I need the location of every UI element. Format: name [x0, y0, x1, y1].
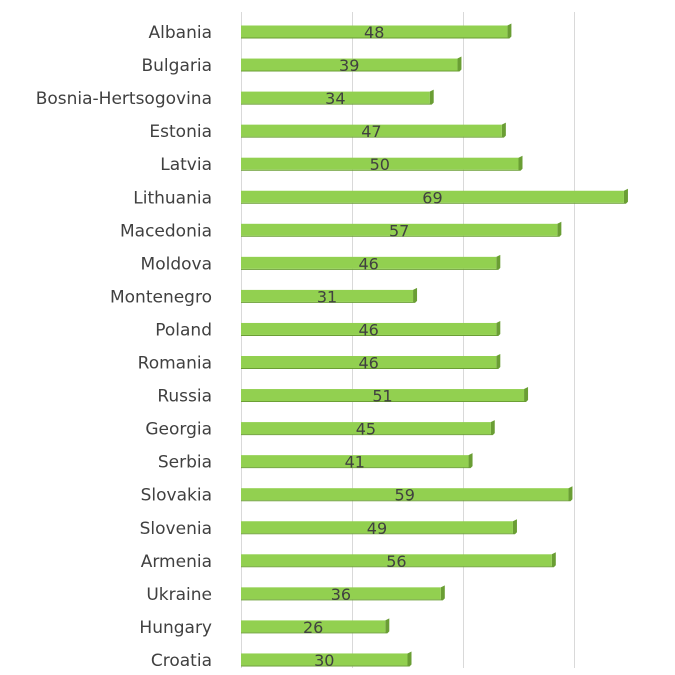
- category-label: Ukraine: [146, 585, 212, 605]
- bar: [241, 122, 506, 138]
- data-label: 48: [364, 23, 384, 42]
- data-label: 46: [358, 320, 378, 339]
- bar-face: [241, 488, 569, 501]
- bar-face: [241, 422, 491, 435]
- category-label: Russia: [157, 387, 212, 407]
- data-labels: 48 39 34 47 50 69 57 46 31 46 46 51 45 41 59 49 56 36 26 30: [303, 23, 443, 670]
- bar-face: [241, 256, 497, 269]
- category-label: Armenia: [141, 552, 212, 572]
- bar: [241, 23, 512, 39]
- data-label: 50: [370, 155, 390, 174]
- data-label: 31: [317, 287, 337, 306]
- category-label: Slovakia: [141, 486, 212, 506]
- data-label: 34: [325, 89, 345, 108]
- bar: [241, 254, 501, 270]
- bar-face: [241, 554, 552, 567]
- bar: [241, 188, 628, 204]
- category-label: Georgia: [145, 420, 212, 440]
- bar: [241, 89, 434, 105]
- category-label: Albania: [149, 23, 212, 43]
- bar: [241, 320, 501, 336]
- category-label: Slovenia: [140, 519, 212, 539]
- category-label: Macedonia: [120, 221, 212, 241]
- bar-face: [241, 58, 458, 71]
- category-label: Lithuania: [133, 188, 212, 208]
- data-label: 56: [386, 552, 406, 571]
- bar-face: [241, 587, 441, 600]
- bar: [241, 287, 418, 303]
- bar: [241, 354, 501, 369]
- gridlines: [241, 12, 575, 668]
- category-label: Croatia: [151, 651, 212, 671]
- bars: [241, 23, 628, 667]
- bar-face: [241, 653, 408, 666]
- bar: [241, 585, 445, 601]
- data-label: 49: [367, 519, 387, 538]
- bar-face: [241, 322, 497, 335]
- bar: [241, 420, 495, 436]
- bar: [241, 387, 529, 403]
- bar-face: [241, 356, 497, 368]
- data-label: 69: [422, 188, 442, 207]
- category-label: Moldova: [141, 254, 212, 274]
- bar-face: [241, 190, 624, 203]
- bar: [241, 486, 573, 502]
- bar-face: [241, 157, 519, 170]
- data-label: 59: [395, 486, 415, 505]
- category-label: Bosnia-Hertsogovina: [36, 89, 212, 109]
- category-labels: Albania Bulgaria Bosnia-Hertsogovina Estoni…: [36, 23, 212, 671]
- bar: [241, 651, 412, 667]
- bar-face: [241, 620, 386, 633]
- bar: [241, 618, 390, 634]
- category-label: Romania: [138, 354, 212, 374]
- bar-face: [241, 455, 469, 468]
- category-label: Montenegro: [110, 287, 212, 307]
- data-label: 46: [358, 254, 378, 273]
- bar-face: [241, 389, 525, 402]
- data-label: 46: [358, 354, 378, 373]
- data-label: 45: [356, 420, 376, 439]
- bar: [241, 552, 556, 568]
- bar-face: [241, 91, 430, 104]
- bar: [241, 155, 523, 171]
- data-label: 30: [314, 651, 334, 670]
- bar-face: [241, 25, 508, 38]
- category-label: Hungary: [139, 618, 212, 638]
- bar: [241, 221, 562, 237]
- category-label: Bulgaria: [142, 56, 213, 76]
- data-label: 47: [361, 122, 381, 141]
- category-label: Poland: [155, 320, 212, 340]
- bar-face: [241, 521, 513, 534]
- data-label: 51: [372, 387, 392, 406]
- bar: [241, 453, 473, 469]
- data-label: 41: [345, 453, 365, 472]
- bar-face: [241, 289, 414, 302]
- data-label: 39: [339, 56, 359, 75]
- bar: [241, 519, 517, 535]
- category-label: Latvia: [160, 155, 212, 175]
- data-label: 57: [389, 221, 409, 240]
- bar: [241, 56, 462, 72]
- category-label: Estonia: [149, 122, 212, 142]
- data-label: 26: [303, 618, 323, 637]
- category-label: Serbia: [158, 453, 212, 473]
- bar-face: [241, 223, 558, 236]
- bar-face: [241, 124, 502, 137]
- data-label: 36: [331, 585, 351, 604]
